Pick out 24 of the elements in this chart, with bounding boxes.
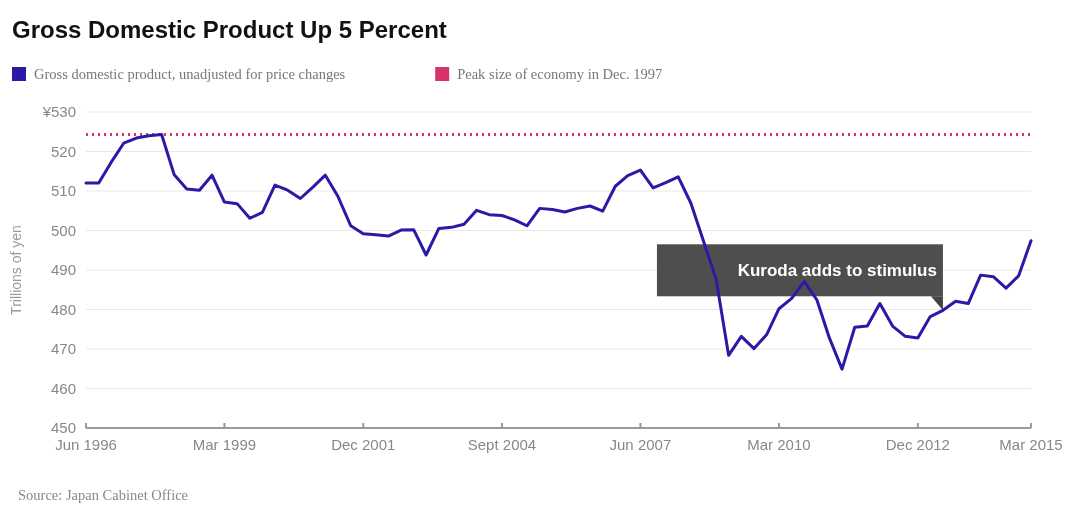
x-tick-label: Mar 2015 xyxy=(999,436,1063,453)
y-tick-label: 500 xyxy=(50,221,76,239)
y-tick-label: 460 xyxy=(50,379,76,397)
source-note: Source: Japan Cabinet Office xyxy=(18,487,189,503)
x-tick-label: Jun 2007 xyxy=(609,436,672,453)
x-tick-label: Jun 1996 xyxy=(55,436,117,453)
y-tick-label: 470 xyxy=(50,340,76,357)
annotation: Kuroda adds to stimulus xyxy=(737,261,937,281)
x-tick-label: Dec 2001 xyxy=(331,436,396,453)
y-tick-label: ¥530 xyxy=(41,103,76,120)
x-tick-label: Sept 2004 xyxy=(467,436,537,453)
x-tick-label: Mar 2010 xyxy=(747,436,811,453)
x-tick-label: Mar 1999 xyxy=(192,436,257,453)
y-tick-label: 480 xyxy=(50,300,76,318)
y-axis-title: Trillions of yen xyxy=(8,225,24,315)
y-tick-label: 510 xyxy=(50,182,76,199)
legend-label: Peak size of economy in Dec. 1997 xyxy=(457,66,663,82)
x-tick-label: Dec 2012 xyxy=(885,436,950,453)
y-tick-label: 490 xyxy=(50,261,76,278)
y-tick-label: 450 xyxy=(50,419,76,436)
line-series xyxy=(84,133,1033,371)
y-tick-label: 520 xyxy=(50,142,76,160)
chart-title: Gross Domestic Product Up 5 Percent xyxy=(12,16,447,43)
legend-label: Gross domestic product, unadjusted for price changes xyxy=(34,66,346,82)
